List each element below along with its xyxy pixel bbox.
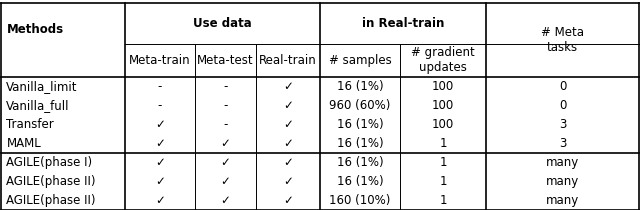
Text: Meta-test: Meta-test <box>197 54 254 67</box>
Text: 16 (1%): 16 (1%) <box>337 137 383 150</box>
Text: 100: 100 <box>432 99 454 112</box>
Text: 1: 1 <box>440 156 447 169</box>
Text: ✓: ✓ <box>155 156 165 169</box>
Text: # samples: # samples <box>328 54 392 67</box>
Text: Use data: Use data <box>193 17 252 30</box>
Text: Meta-train: Meta-train <box>129 54 191 67</box>
Text: ✓: ✓ <box>283 194 293 207</box>
Text: MAML: MAML <box>6 137 41 150</box>
Text: Vanilla_limit: Vanilla_limit <box>6 80 78 93</box>
Text: 960 (60%): 960 (60%) <box>330 99 390 112</box>
Text: -: - <box>158 80 162 93</box>
Text: ✓: ✓ <box>155 175 165 188</box>
Text: ✓: ✓ <box>283 156 293 169</box>
Text: 3: 3 <box>559 118 566 131</box>
Text: many: many <box>546 175 579 188</box>
Text: ✓: ✓ <box>283 99 293 112</box>
Text: ✓: ✓ <box>283 80 293 93</box>
Text: in Real-train: in Real-train <box>362 17 444 30</box>
Text: 1: 1 <box>440 175 447 188</box>
Text: 16 (1%): 16 (1%) <box>337 175 383 188</box>
Text: 16 (1%): 16 (1%) <box>337 156 383 169</box>
Text: ✓: ✓ <box>221 156 230 169</box>
Text: 1: 1 <box>440 137 447 150</box>
Text: -: - <box>223 80 228 93</box>
Text: ✓: ✓ <box>155 118 165 131</box>
Text: 0: 0 <box>559 80 566 93</box>
Text: ✓: ✓ <box>155 194 165 207</box>
Text: ✓: ✓ <box>283 137 293 150</box>
Text: 3: 3 <box>559 137 566 150</box>
Text: Methods: Methods <box>6 24 63 36</box>
Text: 1: 1 <box>440 194 447 207</box>
Text: many: many <box>546 194 579 207</box>
Text: # gradient
updates: # gradient updates <box>412 46 475 74</box>
Text: 16 (1%): 16 (1%) <box>337 80 383 93</box>
Text: -: - <box>223 118 228 131</box>
Text: AGILE(phase I): AGILE(phase I) <box>6 156 93 169</box>
Text: ✓: ✓ <box>283 118 293 131</box>
Text: 160 (10%): 160 (10%) <box>330 194 390 207</box>
Text: -: - <box>158 99 162 112</box>
Text: 16 (1%): 16 (1%) <box>337 118 383 131</box>
Text: 0: 0 <box>559 99 566 112</box>
Text: Vanilla_full: Vanilla_full <box>6 99 70 112</box>
Text: 100: 100 <box>432 80 454 93</box>
Text: AGILE(phase II): AGILE(phase II) <box>6 175 96 188</box>
Text: AGILE(phase II): AGILE(phase II) <box>6 194 96 207</box>
Text: ✓: ✓ <box>155 137 165 150</box>
Text: ✓: ✓ <box>221 194 230 207</box>
Text: ✓: ✓ <box>221 175 230 188</box>
Text: Real-train: Real-train <box>259 54 317 67</box>
Text: -: - <box>223 99 228 112</box>
Text: 100: 100 <box>432 118 454 131</box>
Text: ✓: ✓ <box>221 137 230 150</box>
Text: Transfer: Transfer <box>6 118 54 131</box>
Text: ✓: ✓ <box>283 175 293 188</box>
Text: many: many <box>546 156 579 169</box>
Text: # Meta
tasks: # Meta tasks <box>541 26 584 54</box>
